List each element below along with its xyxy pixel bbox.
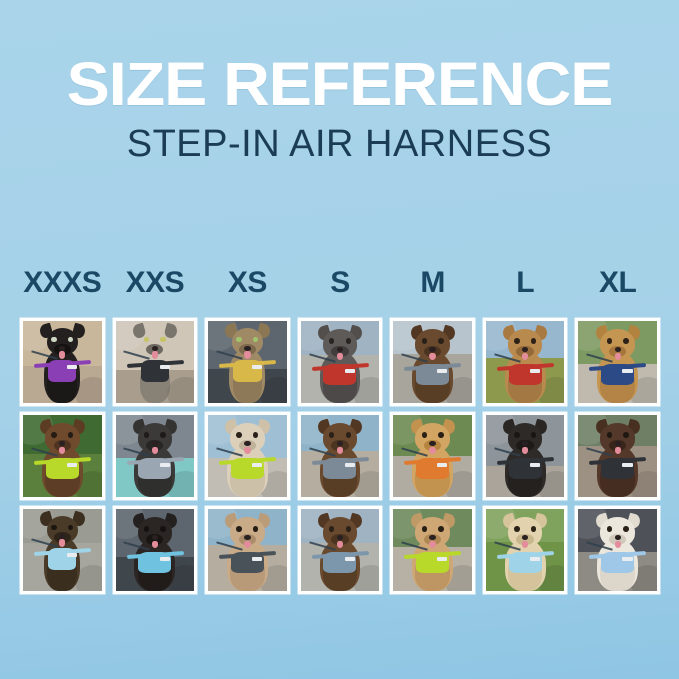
pet-photo-tabby-cat bbox=[115, 321, 195, 403]
pet-photo-poodle-mix bbox=[208, 509, 287, 591]
photo-cell bbox=[297, 318, 383, 406]
size-label-row: XXXS XXS XS S M L XL bbox=[20, 266, 660, 300]
photo-cell bbox=[20, 318, 105, 406]
size-label-xs: XS bbox=[227, 266, 268, 299]
photo-cell bbox=[20, 506, 105, 594]
pet-photo-pitbull-puppy bbox=[115, 415, 195, 497]
photo-cell bbox=[575, 412, 660, 500]
size-label-l: L bbox=[516, 266, 535, 299]
pet-photo-golden-retriever-puppy bbox=[485, 509, 565, 591]
photo-cell bbox=[205, 412, 290, 500]
photo-grid bbox=[20, 318, 660, 594]
pet-photo-cockapoo bbox=[393, 509, 472, 591]
pet-photo-doodle-puppy bbox=[23, 415, 102, 497]
pet-photo-white-shepherd bbox=[578, 509, 657, 591]
photo-cell bbox=[482, 506, 568, 594]
pet-photo-golden-retriever bbox=[578, 321, 657, 403]
pet-photo-french-bulldog bbox=[300, 321, 380, 403]
page-subtitle: STEP-IN AIR HARNESS bbox=[126, 123, 553, 165]
photo-cell bbox=[205, 318, 290, 406]
photo-cell bbox=[390, 506, 475, 594]
photo-cell bbox=[205, 506, 290, 594]
pet-photo-dachshund bbox=[300, 415, 380, 497]
pet-photo-kelpie bbox=[485, 415, 565, 497]
pet-photo-cream-puppy bbox=[208, 415, 287, 497]
pet-photo-bengal-cat bbox=[208, 321, 287, 403]
photo-cell bbox=[20, 412, 105, 500]
header: SIZE REFERENCE STEP-IN AIR HARNESS bbox=[0, 52, 679, 166]
photo-cell bbox=[112, 506, 198, 594]
size-label-xxs: XXS bbox=[125, 266, 185, 299]
photo-cell bbox=[297, 412, 383, 500]
pet-photo-dachshund bbox=[300, 509, 380, 591]
photo-cell bbox=[482, 412, 568, 500]
size-label-s: S bbox=[330, 266, 350, 299]
size-label-m: M bbox=[420, 266, 445, 299]
photo-cell bbox=[575, 318, 660, 406]
pet-photo-yorkie bbox=[23, 509, 102, 591]
size-label-xxxs: XXXS bbox=[23, 266, 102, 299]
photo-cell bbox=[297, 506, 383, 594]
pet-photo-retriever bbox=[485, 321, 565, 403]
pet-photo-black-kitten bbox=[23, 321, 102, 403]
pet-photo-dachshund-puppy bbox=[115, 509, 195, 591]
page-title: SIZE REFERENCE bbox=[66, 50, 614, 118]
photo-cell bbox=[390, 412, 475, 500]
photo-cell bbox=[482, 318, 568, 406]
pet-photo-husky-mix bbox=[578, 415, 657, 497]
pet-photo-golden-puppy bbox=[393, 415, 472, 497]
photo-cell bbox=[112, 318, 198, 406]
photo-cell bbox=[390, 318, 475, 406]
size-label-xl: XL bbox=[599, 266, 637, 299]
pet-photo-dachshund bbox=[393, 321, 472, 403]
photo-cell bbox=[112, 412, 198, 500]
photo-cell bbox=[575, 506, 660, 594]
